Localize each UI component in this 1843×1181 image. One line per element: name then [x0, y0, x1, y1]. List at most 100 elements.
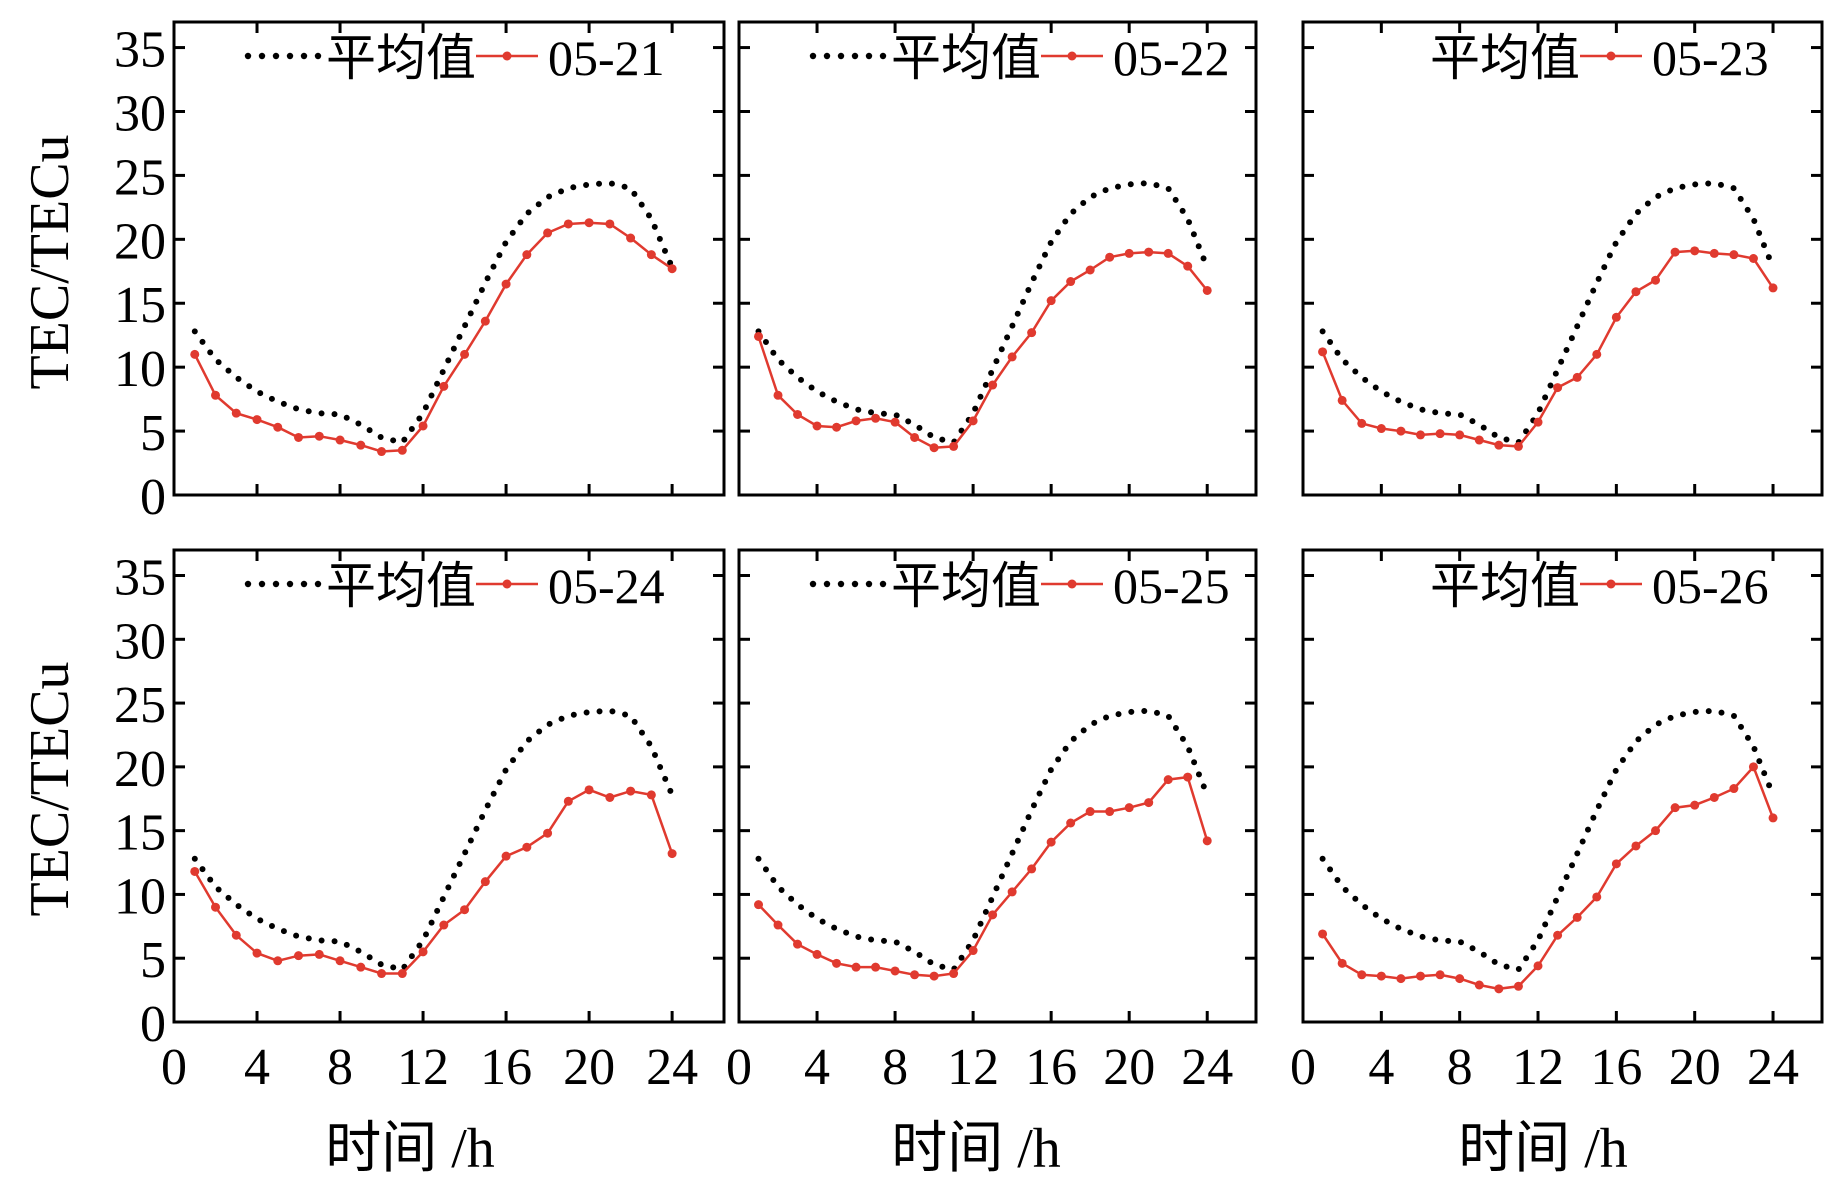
data-point	[1670, 803, 1680, 813]
data-point	[1376, 971, 1386, 981]
plot-frame	[172, 548, 726, 1024]
data-point	[501, 279, 511, 289]
data-point	[1670, 247, 1680, 257]
data-point	[1396, 974, 1406, 984]
panel-3: 平均值 05-23	[1301, 20, 1824, 497]
data-point	[1690, 800, 1700, 810]
legend-day-marker	[1606, 579, 1616, 589]
data-point	[460, 905, 470, 915]
data-point	[1085, 265, 1095, 275]
x-axis-label-col3: 时间 /h	[1458, 1118, 1628, 1180]
data-point	[1553, 383, 1563, 393]
data-point	[231, 930, 241, 940]
x-tick-label: 0	[161, 1039, 187, 1096]
data-point	[626, 233, 636, 243]
data-point	[480, 316, 490, 326]
legend-day-label: 05-25	[1113, 558, 1230, 614]
data-point	[211, 390, 221, 400]
data-point	[1066, 818, 1076, 828]
data-point	[773, 390, 783, 400]
data-point	[1748, 762, 1758, 772]
data-point	[949, 441, 959, 451]
data-point	[563, 219, 573, 229]
data-point	[793, 939, 803, 949]
legend-mean-marker-dot	[286, 52, 294, 60]
data-point	[1027, 328, 1037, 338]
data-point	[1396, 426, 1406, 436]
data-point	[1494, 984, 1504, 994]
legend-day-label: 05-26	[1652, 558, 1769, 614]
legend-mean-marker-dot	[286, 580, 294, 588]
legend-mean-marker-dot	[851, 580, 859, 588]
data-point	[968, 416, 978, 426]
plot-frame	[172, 20, 726, 497]
data-point	[460, 349, 470, 359]
data-point	[563, 796, 573, 806]
data-point	[949, 969, 959, 979]
data-point	[543, 228, 553, 238]
data-point	[626, 786, 636, 796]
data-point	[314, 949, 324, 959]
plot-frame	[1301, 548, 1824, 1024]
data-point	[584, 218, 594, 228]
legend-day-marker	[1067, 579, 1077, 589]
series-line-05-23	[1321, 249, 1775, 448]
data-point	[605, 219, 615, 229]
y-tick-label: 0	[140, 469, 166, 526]
data-point	[211, 902, 221, 912]
legend-mean-label: 平均值	[1430, 30, 1580, 86]
plot-frame	[1301, 20, 1824, 497]
data-point	[667, 849, 677, 859]
legend-day-label: 05-22	[1113, 30, 1230, 86]
x-tick-label: 8	[327, 1039, 353, 1096]
data-point	[1474, 435, 1484, 445]
legend-mean-label: 平均值	[1430, 558, 1580, 614]
data-point	[1027, 864, 1037, 874]
x-tick-label: 20	[563, 1039, 615, 1096]
data-point	[480, 877, 490, 887]
data-point	[1435, 970, 1445, 980]
y-tick-label: 15	[114, 277, 166, 334]
data-point	[910, 970, 920, 980]
data-point	[1611, 312, 1621, 322]
x-tick-label: 24	[646, 1039, 698, 1096]
data-point	[1455, 974, 1465, 984]
data-point	[1202, 285, 1212, 295]
data-point	[929, 443, 939, 453]
legend-mean-marker-dot	[879, 52, 887, 60]
data-point	[1085, 807, 1095, 817]
data-point	[1163, 775, 1173, 785]
panel-5: 0 4 8 12 16 20 24 平均值 05-25	[726, 548, 1258, 1096]
data-point	[418, 421, 428, 431]
data-point	[1768, 283, 1778, 293]
x-tick-label: 4	[804, 1039, 830, 1096]
data-point	[1007, 887, 1017, 897]
x-tick-label: 12	[397, 1039, 449, 1096]
data-point	[1709, 248, 1719, 258]
data-point	[335, 435, 345, 445]
plot-frame	[737, 548, 1258, 1024]
series-line-05-22	[757, 250, 1209, 449]
data-point	[968, 946, 978, 956]
data-point	[418, 947, 428, 957]
data-point	[1066, 277, 1076, 287]
data-point	[793, 409, 803, 419]
data-point	[252, 415, 262, 425]
data-point	[584, 785, 594, 795]
data-point	[294, 432, 304, 442]
legend-day-label: 05-24	[548, 558, 665, 614]
legend-mean-marker-dot	[851, 52, 859, 60]
data-point	[1144, 247, 1154, 257]
legend-mean-label: 平均值	[891, 558, 1041, 614]
data-point	[1046, 837, 1056, 847]
data-point	[1494, 440, 1504, 450]
data-point	[397, 445, 407, 455]
data-point	[335, 956, 345, 966]
data-point	[890, 966, 900, 976]
x-tick-label: 0	[726, 1039, 752, 1096]
data-point	[1337, 395, 1347, 405]
series-line-05-24	[193, 788, 674, 975]
data-point	[1513, 441, 1523, 451]
data-point	[314, 431, 324, 441]
